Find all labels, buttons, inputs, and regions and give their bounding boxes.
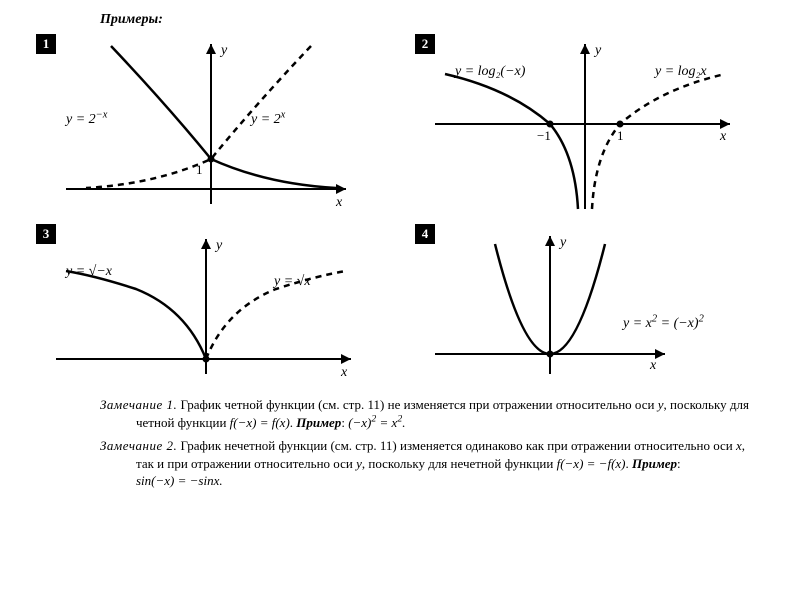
panel-badge: 2	[415, 34, 435, 54]
notes-block: Замечание 1. График четной функции (см. …	[36, 396, 764, 490]
intercept-label: 1	[196, 162, 203, 177]
y-axis-label: y	[558, 235, 567, 250]
tick-neg: −1	[537, 128, 551, 143]
chart-3: x y	[36, 224, 366, 384]
panel-4: 4 x y y = x2 = (−x)2	[415, 224, 764, 384]
note-text: График четной функции (см. стр. 11) не и…	[181, 397, 658, 412]
panel-1: 1 1 x y y = 2−x	[36, 34, 385, 214]
series-label-solid: y = log₂(−x)	[455, 64, 525, 80]
series-label-dashed: y = log₂x	[655, 64, 707, 80]
examples-header: Примеры:	[36, 12, 764, 28]
series-label-solid: y = √−x	[66, 264, 112, 280]
chart-grid: 1 1 x y y = 2−x	[36, 34, 764, 384]
tick-pos: 1	[617, 128, 624, 143]
series-label-dashed: y = √x	[274, 274, 311, 290]
y-axis-label: y	[219, 43, 228, 58]
note-title: Замечание 2.	[100, 438, 177, 453]
panel-badge: 3	[36, 224, 56, 244]
y-axis-label: y	[214, 238, 223, 253]
panel-badge: 1	[36, 34, 56, 54]
note-2: Замечание 2. График нечетной функции (см…	[36, 437, 764, 490]
note-text: График нечетной функции (см. стр. 11) из…	[181, 438, 736, 453]
panel-3: 3 x y y = √−x y = √x	[36, 224, 385, 384]
x-axis-label: x	[719, 129, 727, 144]
x-axis-label: x	[649, 358, 657, 373]
page: Примеры: 1 1 x y	[0, 0, 800, 506]
series-label-dashed: y = 2x	[251, 112, 285, 128]
note-title: Замечание 1.	[100, 397, 177, 412]
series-label-solid: y = x2 = (−x)2	[623, 316, 704, 332]
series-label-solid: y = 2−x	[66, 112, 107, 128]
x-axis-label: x	[340, 365, 348, 380]
note-1: Замечание 1. График четной функции (см. …	[36, 396, 764, 431]
panel-badge: 4	[415, 224, 435, 244]
panel-2: 2 −1 1 x y y = log₂(−x)	[415, 34, 764, 214]
chart-2: −1 1 x y	[415, 34, 745, 214]
y-axis-label: y	[593, 43, 602, 58]
x-axis-label: x	[335, 195, 343, 210]
chart-4: x y	[415, 224, 745, 384]
